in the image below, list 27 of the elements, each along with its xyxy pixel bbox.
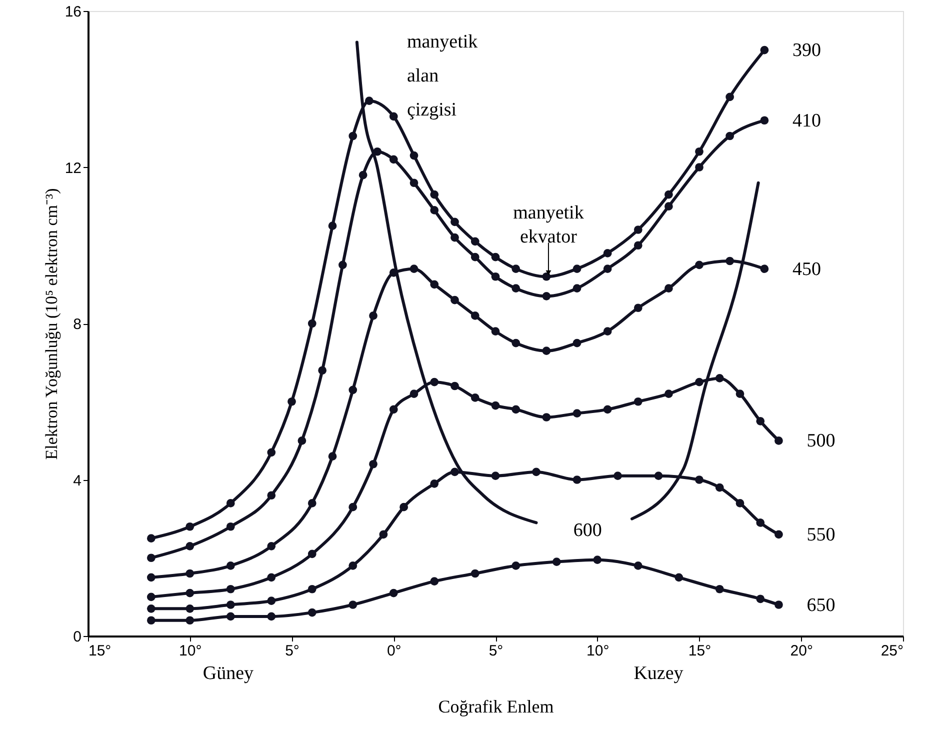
series-label: 550	[806, 524, 836, 546]
series-label: 390	[792, 40, 821, 62]
y-axis-title: Elektron Yoğunluğu (10⁵ elektron cm⁻³)	[42, 188, 61, 460]
x-tick-label: 5°	[285, 642, 300, 660]
x-axis-title: Coğrafik Enlem	[438, 696, 554, 716]
x-tick-label: 20°	[790, 642, 813, 660]
x-tick-label: 25°	[880, 642, 904, 660]
y-tick-label: 0	[73, 628, 82, 646]
series-label: 410	[792, 110, 821, 132]
x-tick-label: 10°	[586, 642, 610, 660]
series-label: 650	[806, 594, 836, 616]
annotation: manyetik alan çizgisi	[406, 31, 478, 120]
x-tick-label: 15°	[688, 642, 712, 660]
x-tick-label: 5°	[488, 642, 504, 660]
series-label: 500	[806, 430, 836, 452]
y-tick-label: 16	[64, 4, 82, 20]
y-tick-label: 12	[64, 160, 82, 177]
annotation: manyetik ekvator	[513, 202, 584, 248]
annotation: 600	[573, 520, 602, 541]
y-tick-label: 8	[73, 316, 82, 333]
x-tick-label: 15°	[88, 642, 112, 660]
x-tick-label: 10°	[179, 642, 202, 660]
y-tick-label: 4	[73, 472, 82, 490]
x-tick-label: 0°	[386, 642, 402, 660]
text: Kuzey	[634, 663, 684, 684]
series-label: 450	[792, 258, 821, 280]
text: Güney	[202, 663, 254, 684]
